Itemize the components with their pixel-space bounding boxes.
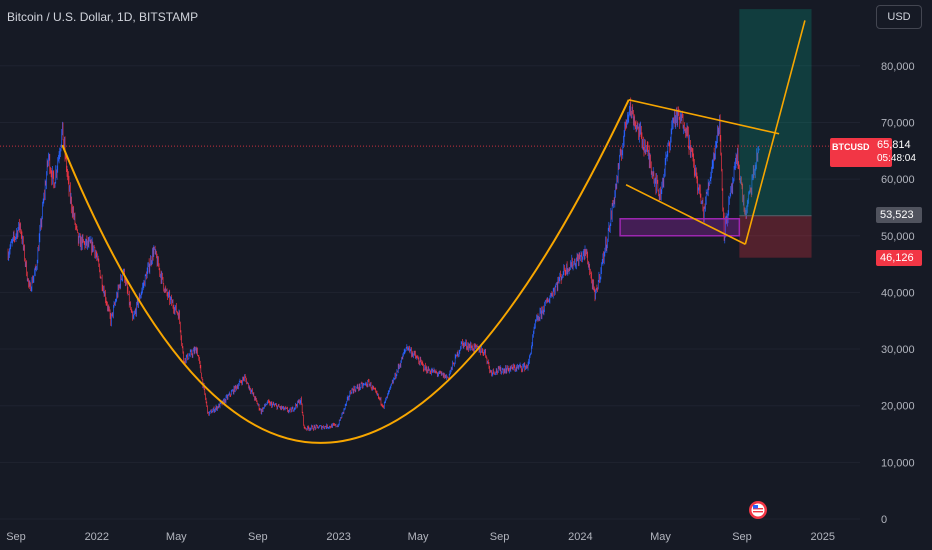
x-tick-label: 2022 — [85, 531, 109, 543]
stop-zone — [739, 215, 812, 258]
y-tick-label: 0 — [881, 514, 887, 526]
x-tick-label: 2025 — [811, 531, 835, 543]
y-tick-label: 40,000 — [881, 287, 915, 299]
y-tick-label: 30,000 — [881, 344, 915, 356]
x-tick-label: Sep — [6, 531, 26, 543]
wedge-lower-line — [625, 184, 746, 245]
price-label-symbol: BTCUSD — [832, 142, 870, 152]
demand-zone — [619, 218, 741, 237]
price-label-value: 65,814 — [877, 139, 911, 151]
us-flag-icon[interactable] — [749, 501, 767, 519]
y-tick-label: 20,000 — [881, 401, 915, 413]
x-tick-label: Sep — [248, 531, 268, 543]
currency-button[interactable]: USD — [876, 5, 922, 29]
wedge-upper-line — [628, 99, 780, 135]
x-tick-label: May — [408, 531, 429, 543]
x-tick-label: May — [650, 531, 671, 543]
breakout-line — [744, 20, 806, 245]
last-price-label: BTCUSD 65,814 05:48:04 — [830, 138, 916, 167]
stop-price-tag: 46,126 — [876, 250, 922, 266]
y-tick-label: 60,000 — [881, 174, 915, 186]
symbol-title: Bitcoin / U.S. Dollar, 1D, BITSTAMP — [7, 10, 199, 24]
y-tick-label: 10,000 — [881, 457, 915, 469]
entry-price-tag: 53,523 — [876, 207, 922, 223]
x-tick-label: 2023 — [326, 531, 350, 543]
profit-zone — [739, 9, 812, 216]
y-tick-label: 50,000 — [881, 231, 915, 243]
price-label-countdown: 05:48:04 — [877, 153, 916, 164]
x-tick-label: Sep — [732, 531, 752, 543]
cup-curve — [61, 99, 630, 444]
y-tick-label: 70,000 — [881, 117, 915, 129]
y-tick-label: 80,000 — [881, 61, 915, 73]
x-tick-label: 2024 — [568, 531, 592, 543]
candles — [7, 97, 760, 432]
x-tick-label: Sep — [490, 531, 510, 543]
x-tick-label: May — [166, 531, 187, 543]
